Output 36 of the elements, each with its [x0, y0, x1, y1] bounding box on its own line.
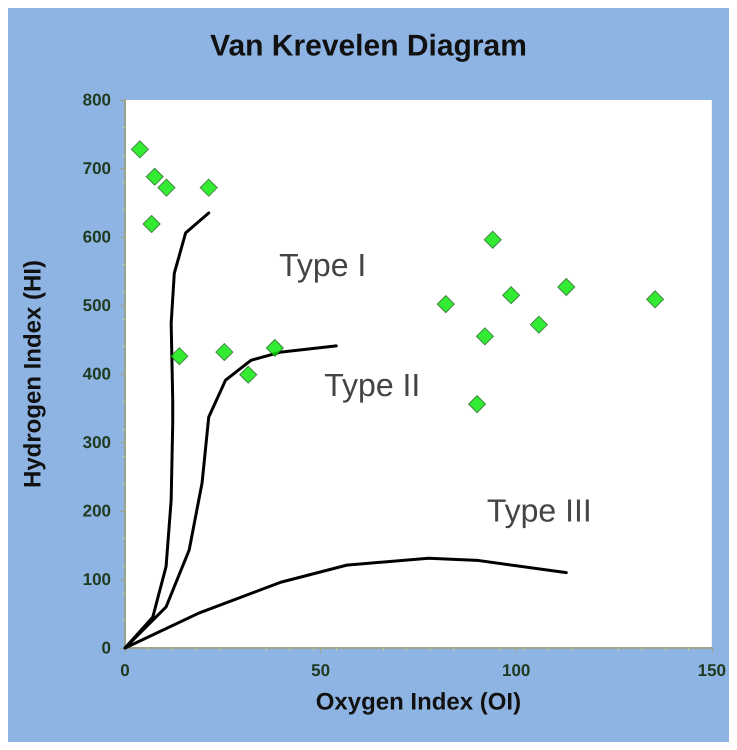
- point: [146, 168, 164, 186]
- point: [646, 290, 664, 308]
- point: [266, 338, 284, 357]
- x-tick-label: 50: [311, 661, 330, 680]
- y-tick-label: 200: [82, 502, 111, 520]
- y-tick-label: 300: [82, 433, 111, 452]
- point: [502, 286, 520, 304]
- point: [142, 214, 161, 233]
- point: [215, 343, 234, 362]
- x-tick-label: 100: [502, 661, 530, 680]
- point: [436, 295, 455, 314]
- point: [468, 395, 486, 414]
- series-label: Type II: [324, 366, 420, 403]
- point: [130, 140, 149, 158]
- x-tick-label: 150: [698, 661, 726, 680]
- series-label: Type III: [486, 492, 592, 529]
- chart-title: Van Krevelen Diagram: [210, 30, 527, 62]
- y-tick-label: 700: [82, 159, 111, 178]
- x-axis-title: Oxygen Index (OI): [316, 688, 522, 716]
- point: [239, 366, 258, 384]
- y-axis-title: Hydrogen Index (HI): [20, 260, 46, 488]
- text: Type I: [279, 247, 366, 284]
- point: [557, 278, 576, 296]
- x-tick-label: 0: [120, 661, 130, 680]
- point: [484, 230, 502, 249]
- y-tick-label: 100: [82, 570, 111, 589]
- y-tick-label: 800: [82, 90, 111, 110]
- point: [157, 178, 176, 197]
- point: [170, 347, 188, 366]
- point: [476, 327, 494, 346]
- point: [530, 316, 548, 334]
- y-tick-label: 400: [82, 364, 111, 384]
- y-tick-label: 500: [82, 296, 111, 315]
- y-tick-label: 600: [82, 228, 111, 246]
- y-tick-label: 0: [102, 638, 111, 658]
- point: [200, 178, 218, 197]
